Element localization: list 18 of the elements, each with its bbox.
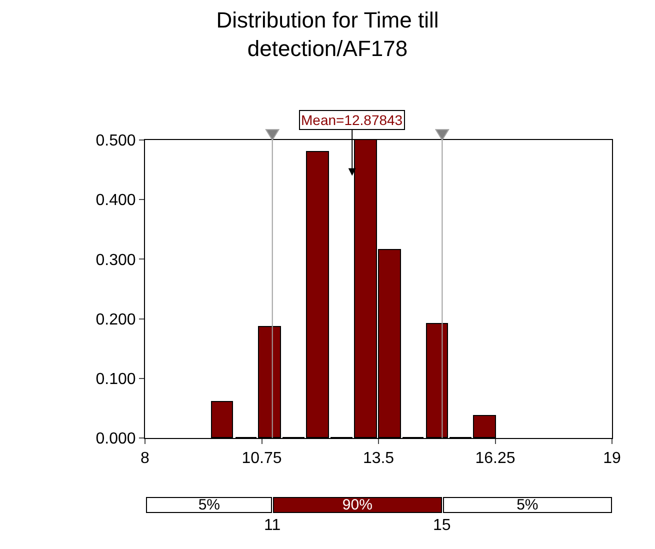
x-tick-label: 16.25 <box>475 450 516 468</box>
x-tick-label: 8 <box>140 450 150 468</box>
text: 90% <box>342 496 372 514</box>
y-tick-label: 0.100 <box>96 370 136 388</box>
y-tick-label: 0.400 <box>96 192 136 210</box>
y-tick-label: 0.500 <box>96 132 136 150</box>
y-tick-label: 0.000 <box>96 430 136 448</box>
chart-title: Distribution for Time till detection/AF178 <box>216 7 439 62</box>
y-tick-label: 0.300 <box>96 252 136 269</box>
x-tick-label: 19 <box>603 450 621 468</box>
text: 5% <box>198 496 220 514</box>
x-tick-label: 13.5 <box>362 450 394 468</box>
annotation: Mean=12.87843 <box>301 112 403 128</box>
y-tick-label: 0.200 <box>96 311 136 328</box>
text: 15 <box>433 517 451 534</box>
x-tick-label: 10.75 <box>242 450 282 468</box>
text: 5% <box>516 496 538 514</box>
text: 11 <box>264 517 281 534</box>
